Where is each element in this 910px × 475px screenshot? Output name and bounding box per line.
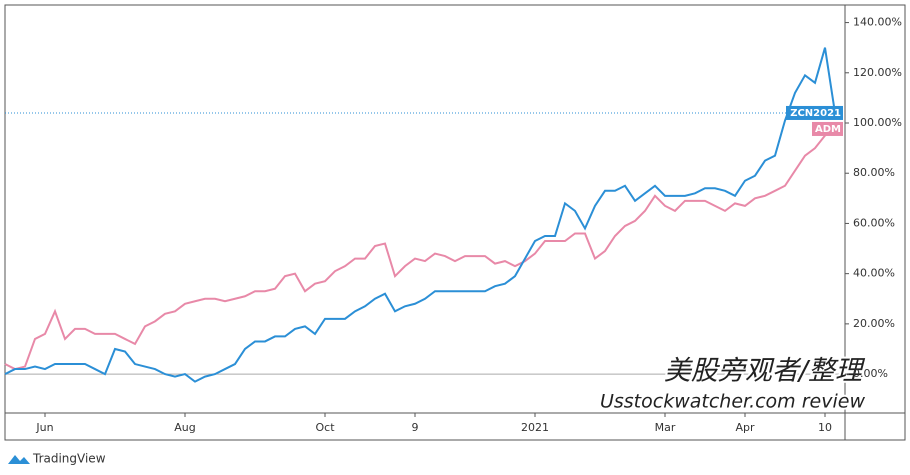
x-tick-label: Jun xyxy=(35,421,53,434)
x-tick-label: 10 xyxy=(818,421,832,434)
y-tick-label: 140.00% xyxy=(853,16,902,29)
plot xyxy=(4,47,845,383)
y-tick-label: 100.00% xyxy=(853,116,902,129)
price-tag xyxy=(786,105,843,120)
x-tick-label: Mar xyxy=(655,421,676,434)
chart-frame xyxy=(4,4,906,441)
legend-label: ZCN2021 xyxy=(790,108,841,119)
brand-logo xyxy=(8,455,30,464)
y-tick-label: 0.00% xyxy=(853,367,888,380)
x-tick-label: Oct xyxy=(315,421,335,434)
legend-label: ADM xyxy=(815,124,841,135)
line-series xyxy=(4,127,836,371)
y-tick-label: 20.00% xyxy=(853,317,895,330)
y-tick-label: 120.00% xyxy=(853,66,902,79)
y-tick-label: 80.00% xyxy=(853,166,895,179)
y-tick-label: 40.00% xyxy=(853,267,895,280)
x-tick-label: 2021 xyxy=(521,421,549,434)
price-tag xyxy=(812,121,843,136)
x-tick-label: Apr xyxy=(735,421,755,434)
x-tick-label: Aug xyxy=(174,421,195,434)
x-tick-label: 9 xyxy=(412,421,419,434)
watermark-subtitle: Usstockwatcher.com review xyxy=(600,391,865,413)
watermark-title: 美股旁观者/整理 xyxy=(664,356,866,387)
line-series xyxy=(4,47,836,383)
brand: TradingView xyxy=(32,452,106,466)
y-tick-label: 60.00% xyxy=(853,216,895,229)
